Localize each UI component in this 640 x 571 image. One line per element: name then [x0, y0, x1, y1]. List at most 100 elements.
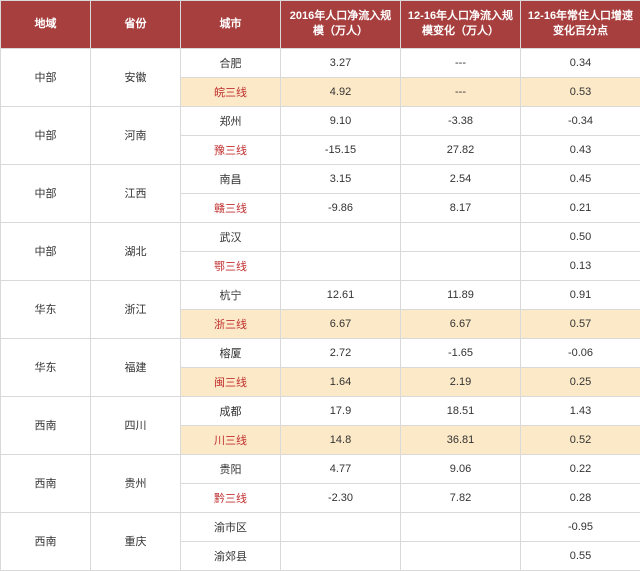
cell-value: 4.92: [281, 77, 401, 106]
cell-region: 华东: [1, 338, 91, 396]
cell-value: 0.53: [521, 77, 640, 106]
cell-value: 0.28: [521, 483, 640, 512]
cell-province: 四川: [91, 396, 181, 454]
cell-city: 武汉: [181, 222, 281, 251]
cell-value: [401, 512, 521, 541]
table-row: 华东浙江杭宁12.6111.890.91: [1, 280, 640, 309]
cell-value: [281, 541, 401, 570]
cell-value: -1.65: [401, 338, 521, 367]
cell-city: 赣三线: [181, 193, 281, 222]
cell-region: 中部: [1, 48, 91, 106]
cell-value: 2.19: [401, 367, 521, 396]
table-header: 地域 省份 城市 2016年人口净流入规模（万人） 12-16年人口净流入规模变…: [1, 1, 640, 49]
col-region: 地域: [1, 1, 91, 49]
table-row: 中部江西南昌3.152.540.45: [1, 164, 640, 193]
cell-value: 0.91: [521, 280, 640, 309]
cell-value: 9.06: [401, 454, 521, 483]
cell-value: 8.17: [401, 193, 521, 222]
cell-value: -9.86: [281, 193, 401, 222]
cell-value: -3.38: [401, 106, 521, 135]
cell-city: 鄂三线: [181, 251, 281, 280]
cell-value: [401, 251, 521, 280]
cell-city: 合肥: [181, 48, 281, 77]
col-city: 城市: [181, 1, 281, 49]
cell-value: 1.64: [281, 367, 401, 396]
cell-region: 西南: [1, 512, 91, 570]
cell-value: 14.8: [281, 425, 401, 454]
cell-city: 闽三线: [181, 367, 281, 396]
cell-value: -2.30: [281, 483, 401, 512]
cell-value: ---: [401, 77, 521, 106]
cell-value: -0.95: [521, 512, 640, 541]
cell-value: [401, 541, 521, 570]
cell-value: -15.15: [281, 135, 401, 164]
col-growth-change: 12-16年常住人口增速变化百分点: [521, 1, 640, 49]
cell-city: 川三线: [181, 425, 281, 454]
cell-value: 1.43: [521, 396, 640, 425]
cell-value: 11.89: [401, 280, 521, 309]
population-table: 地域 省份 城市 2016年人口净流入规模（万人） 12-16年人口净流入规模变…: [0, 0, 640, 571]
cell-region: 西南: [1, 454, 91, 512]
table-row: 华东福建榕厦2.72-1.65-0.06: [1, 338, 640, 367]
cell-value: 18.51: [401, 396, 521, 425]
cell-city: 皖三线: [181, 77, 281, 106]
table-row: 中部湖北武汉0.50: [1, 222, 640, 251]
cell-value: 12.61: [281, 280, 401, 309]
cell-region: 中部: [1, 164, 91, 222]
table-body: 中部安徽合肥3.27---0.34皖三线4.92---0.53中部河南郑州9.1…: [1, 48, 640, 570]
table-row: 中部安徽合肥3.27---0.34: [1, 48, 640, 77]
col-province: 省份: [91, 1, 181, 49]
cell-province: 浙江: [91, 280, 181, 338]
cell-value: 0.13: [521, 251, 640, 280]
cell-value: -0.06: [521, 338, 640, 367]
cell-city: 渝郊县: [181, 541, 281, 570]
cell-city: 南昌: [181, 164, 281, 193]
cell-value: 9.10: [281, 106, 401, 135]
cell-province: 福建: [91, 338, 181, 396]
cell-city: 豫三线: [181, 135, 281, 164]
table-row: 西南贵州贵阳4.779.060.22: [1, 454, 640, 483]
cell-province: 河南: [91, 106, 181, 164]
cell-value: 27.82: [401, 135, 521, 164]
cell-value: ---: [401, 48, 521, 77]
cell-city: 黔三线: [181, 483, 281, 512]
cell-region: 西南: [1, 396, 91, 454]
col-inflow-2016: 2016年人口净流入规模（万人）: [281, 1, 401, 49]
cell-city: 渝市区: [181, 512, 281, 541]
cell-value: 2.72: [281, 338, 401, 367]
cell-province: 安徽: [91, 48, 181, 106]
cell-value: 0.50: [521, 222, 640, 251]
cell-city: 杭宁: [181, 280, 281, 309]
cell-value: 0.45: [521, 164, 640, 193]
cell-value: 2.54: [401, 164, 521, 193]
cell-value: 6.67: [281, 309, 401, 338]
cell-value: [281, 512, 401, 541]
cell-value: 0.22: [521, 454, 640, 483]
cell-value: [281, 251, 401, 280]
cell-province: 湖北: [91, 222, 181, 280]
cell-value: 4.77: [281, 454, 401, 483]
cell-value: 0.55: [521, 541, 640, 570]
cell-value: [281, 222, 401, 251]
cell-province: 重庆: [91, 512, 181, 570]
table-row: 中部河南郑州9.10-3.38-0.34: [1, 106, 640, 135]
cell-city: 浙三线: [181, 309, 281, 338]
cell-city: 榕厦: [181, 338, 281, 367]
cell-value: -0.34: [521, 106, 640, 135]
cell-value: 3.27: [281, 48, 401, 77]
cell-province: 贵州: [91, 454, 181, 512]
cell-city: 郑州: [181, 106, 281, 135]
cell-value: 7.82: [401, 483, 521, 512]
cell-value: 0.52: [521, 425, 640, 454]
cell-city: 成都: [181, 396, 281, 425]
table-row: 西南四川成都17.918.511.43: [1, 396, 640, 425]
cell-value: 6.67: [401, 309, 521, 338]
cell-region: 华东: [1, 280, 91, 338]
cell-value: 17.9: [281, 396, 401, 425]
cell-province: 江西: [91, 164, 181, 222]
cell-value: 0.57: [521, 309, 640, 338]
table-row: 西南重庆渝市区-0.95: [1, 512, 640, 541]
cell-value: 0.25: [521, 367, 640, 396]
cell-region: 中部: [1, 222, 91, 280]
cell-city: 贵阳: [181, 454, 281, 483]
